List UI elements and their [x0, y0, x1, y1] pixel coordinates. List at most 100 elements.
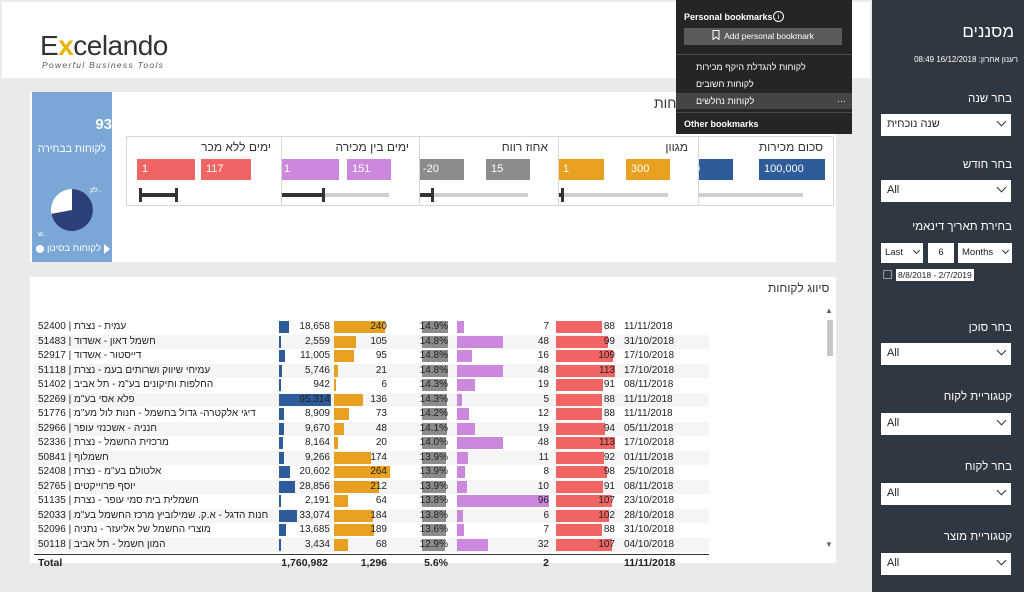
kpi-days-no-sale[interactable]: ימים ללא מכר 1 117	[126, 136, 282, 206]
days-no-sale-bar	[556, 451, 604, 464]
relative-count-input[interactable]: 6	[928, 243, 954, 263]
bookmark-item[interactable]: לקוחות חשובים	[696, 79, 754, 89]
more-options-icon[interactable]: ···	[837, 96, 846, 106]
kpi-days-no-sale-slider[interactable]	[139, 188, 178, 202]
kpi-days-between-min[interactable]: 1	[279, 159, 339, 180]
days-no-sale-bar	[556, 509, 610, 522]
year-dropdown[interactable]: שנה נוכחית	[881, 114, 1011, 136]
col-profit-header[interactable]: אחוז רווח	[401, 302, 443, 314]
table-scrollbar[interactable]: ▲ ▼	[824, 304, 836, 552]
variety-bar	[334, 509, 374, 522]
avg-days-cell: 32	[537, 538, 549, 550]
totals-row: Total 1,760,982 1,296 5.6% 2 11/11/2018	[34, 554, 709, 570]
bookmark-item[interactable]: לקוחות להגדלת היקף מכירות	[696, 62, 806, 72]
variety-cell: 212	[370, 480, 387, 492]
avg-days-bar	[457, 466, 465, 478]
col-customer-header[interactable]: מזהה לקוח	[131, 302, 180, 314]
kpi-variety-max[interactable]: 300	[626, 159, 670, 180]
kpi-profit-min[interactable]: -20	[418, 159, 464, 180]
table-row[interactable]: המון חשמל - תל אביב | 50118 3,434 68 12.9% 3…	[34, 537, 709, 552]
add-bookmark-button[interactable]: Add personal bookmark	[684, 28, 842, 45]
customer-cell: חשמלוף | 50841	[38, 451, 109, 463]
kpi-sales-max[interactable]: 100,000	[759, 159, 825, 180]
month-dropdown[interactable]: All	[881, 180, 1011, 202]
relative-unit-dropdown[interactable]: Months	[958, 243, 1012, 263]
profit-bar	[422, 321, 448, 333]
kpi-days-no-sale-min[interactable]: 1	[137, 159, 195, 180]
filtered-customers-caption[interactable]: לקוחות בסינון	[36, 243, 110, 254]
customer-filter-label: בחר לקוח	[964, 461, 1012, 473]
customer-cell: דיגי אלקטרה- גדול בחשמל - חנות לול מע"מ …	[38, 408, 256, 419]
table-row[interactable]: עמית - נצרת | 52400 18,658 240 14.9% 7 88 11/1…	[34, 320, 709, 334]
selection-count-card[interactable]: 93 לקוחות בבחירה	[32, 92, 112, 174]
days-no-sale-cell: 91	[603, 379, 615, 390]
avg-days-cell: 48	[537, 364, 549, 376]
profit-cell: 14.8%	[419, 335, 448, 347]
avg-days-cell: 48	[537, 335, 549, 347]
table-row[interactable]: מרכזית החשמל - נצרת | 52336 8,164 20 14.0% 4…	[34, 436, 709, 450]
calendar-icon[interactable]	[883, 270, 892, 279]
avg-days-bar	[457, 524, 464, 536]
last-sale-cell: 25/10/2018	[624, 466, 675, 477]
kpi-sales-slider[interactable]	[691, 188, 803, 202]
variety-bar	[334, 321, 385, 333]
kpi-sales-sum[interactable]: סכום מכירות 0 100,000	[678, 136, 834, 206]
kpi-variety[interactable]: מגוון 1 300	[543, 136, 699, 206]
sales-cell: 33,074	[299, 509, 330, 521]
variety-cell: 73	[375, 408, 387, 419]
table-row[interactable]: אלטולם בע"מ - נצרת | 52408 20,602 264 13.9%…	[34, 465, 709, 479]
days-no-sale-cell: 94	[603, 422, 615, 434]
profit-cell: 14.3%	[419, 393, 448, 405]
table-row[interactable]: חשמל דאון - אשדוד | 51483 2,559 105 14.8% 48…	[34, 334, 709, 349]
kpi-profit-slider[interactable]	[416, 188, 528, 202]
kpi-variety-min[interactable]: 1	[558, 159, 604, 180]
scroll-thumb[interactable]	[827, 320, 833, 356]
table-row[interactable]: חנניה - אשכנזי עופר | 52966 9,670 48 14.1% 1…	[34, 421, 709, 436]
table-row[interactable]: דייסטור - אשדוד | 52917 11,005 95 14.8% 16 10…	[34, 349, 709, 363]
customer-dropdown[interactable]: All	[881, 483, 1011, 505]
chevron-down-icon	[996, 485, 1007, 496]
col-days-no-sale-header[interactable]: ימים ללא מכר	[555, 302, 618, 314]
kpi-profit-max[interactable]: 15	[486, 159, 530, 180]
sales-bar	[279, 321, 290, 333]
table-row[interactable]: חנות הדגל - א.ק. שמילוביץ מרכז החשמל בע"…	[34, 508, 709, 523]
product-category-dropdown[interactable]: All	[881, 553, 1011, 575]
sales-cell: 3,434	[304, 538, 330, 550]
col-variety-header[interactable]: מגוון מוצרים	[335, 302, 389, 314]
kpi-days-between-slider[interactable]	[277, 188, 389, 202]
variety-bar	[334, 408, 350, 420]
table-row[interactable]: חשמלית בית סמי עופר - נצרת | 51135 2,191 6…	[34, 494, 709, 508]
kpi-profit[interactable]: אחוז רווח -20 15	[403, 136, 559, 206]
agent-dropdown[interactable]: All	[881, 343, 1011, 365]
date-range-display[interactable]: 8/8/2018 - 2/7/2019	[896, 269, 974, 281]
table-row[interactable]: דיגי אלקטרה- גדול בחשמל - חנות לול מע"מ …	[34, 407, 709, 421]
table-row[interactable]: יוסף פרוייקטים | 52765 28,856 212 13.9% 10 91…	[34, 479, 709, 494]
customer-category-dropdown[interactable]: All	[881, 413, 1011, 435]
kpi-days-no-sale-max[interactable]: 117	[201, 159, 251, 180]
kpi-days-between-max[interactable]: 151	[347, 159, 391, 180]
table-row[interactable]: עמיחי שיווק ושרותים בעמ - נצרת | 51118 5,…	[34, 363, 709, 378]
scroll-up-icon[interactable]: ▲	[825, 306, 833, 315]
last-sale-cell: 17/10/2018	[624, 364, 675, 376]
col-avg-days-header[interactable]: ממוצע ימים בין מכירה	[454, 302, 552, 314]
filtered-customers-card[interactable]: לק.. ש.. לקוחות בסינון	[32, 174, 112, 262]
sales-cell: 2,559	[304, 335, 330, 347]
table-row[interactable]: מוצרי החשמל של אליעזר - נתניה | 52096 13,…	[34, 523, 709, 537]
table-row[interactable]: פלא אסי בע"מ | 52269 95,314 136 14.3% 5 88 11/…	[34, 392, 709, 407]
info-icon[interactable]: i	[773, 11, 784, 22]
scroll-down-icon[interactable]: ▼	[825, 540, 833, 549]
table-row[interactable]: החלפות ותיקונים בע"מ - תל אביב | 51402 94…	[34, 378, 709, 392]
totals-variety: 1,296	[360, 557, 387, 569]
variety-cell: 240	[370, 321, 387, 332]
col-last-sale-header[interactable]: תאריך מכירה אחרון	[621, 302, 708, 314]
kpi-variety-slider[interactable]	[556, 188, 668, 202]
sales-bar	[279, 451, 285, 464]
kpi-days-between[interactable]: ימים בין מכירה 1 151	[264, 136, 420, 206]
customer-cell: חנניה - אשכנזי עופר | 52966	[38, 422, 157, 434]
bookmark-item-selected[interactable]: לקוחות נחלשים ···	[676, 93, 852, 109]
relative-mode-dropdown[interactable]: Last	[881, 243, 923, 263]
table-row[interactable]: חשמלוף | 50841 9,266 174 13.9% 11 92 01/11/201…	[34, 450, 709, 465]
col-sales-header[interactable]: מכירות	[289, 302, 321, 314]
profit-cell: 14.8%	[419, 350, 448, 361]
avg-days-bar	[457, 422, 476, 435]
